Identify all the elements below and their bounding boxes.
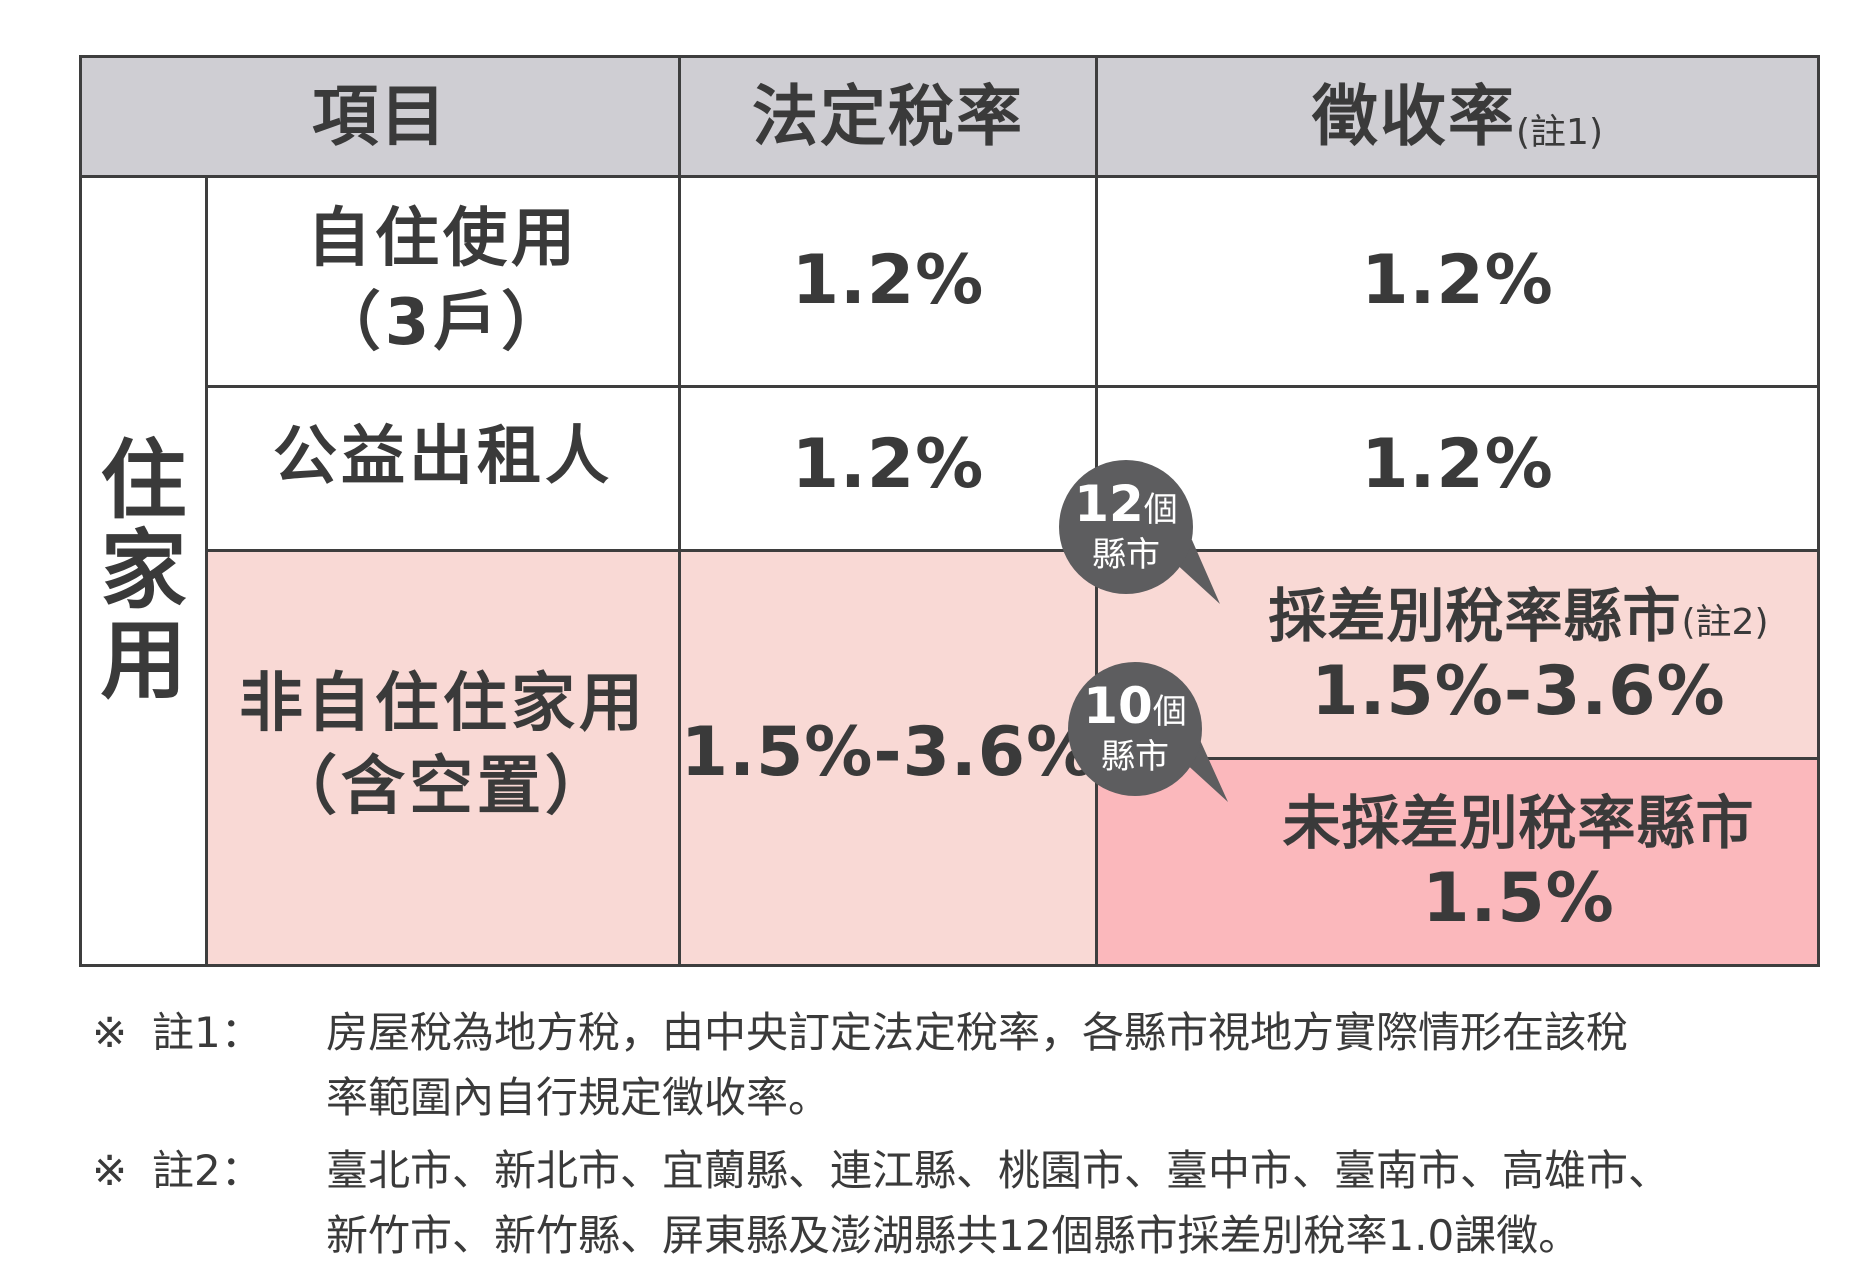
item-label: 非自住住家用 (239, 666, 647, 741)
item-label: 自住使用 (307, 202, 579, 277)
legal-rate-value: 1.5%-3.6% (680, 712, 1096, 792)
footnote-key: 註1： (152, 1008, 263, 1057)
differential-label: 採差別稅率縣市 (1268, 582, 1682, 651)
bubble-caption: 縣市 (1092, 534, 1160, 575)
table-frame (79, 55, 1820, 967)
row-public-landlord-legal: 1.2% (681, 388, 1095, 549)
row-owner-occupied-item: 自住使用 （3戶） (208, 178, 678, 385)
item-label-sub: （含空置） (273, 750, 613, 824)
bubble-count-number: 10 (1083, 676, 1153, 735)
header-row (82, 58, 1817, 177)
footnote-body: 房屋稅為地方稅，由中央訂定法定稅率，各縣市視地方實際情形在該稅 率範圍內自行規定… (326, 1000, 1832, 1130)
footnote-2: ※ 註2： 臺北市、新北市、宜蘭縣、連江縣、桃園市、臺中市、臺南市、高雄市、 新… (92, 1138, 1832, 1268)
footnotes: ※ 註1： 房屋稅為地方稅，由中央訂定法定稅率，各縣市視地方實際情形在該稅 率範… (92, 1000, 1832, 1268)
legal-rate-value: 1.2% (791, 241, 985, 321)
grid-line (206, 549, 1817, 552)
count-bubble-10: 10個 縣市 (1068, 662, 1202, 796)
item-label-sub: （3戶） (316, 285, 570, 360)
non-differential-label: 未採差別稅率縣市 (1282, 789, 1755, 858)
row-non-owner-legal: 1.5%-3.6% (681, 552, 1095, 964)
legal-rate-value: 1.2% (791, 425, 985, 505)
group-label-char: 用 (100, 611, 187, 712)
reference-mark: ※ (92, 1146, 128, 1196)
header-item-label: 項目 (312, 77, 448, 155)
grid-line (678, 58, 681, 965)
collection-rate-value: 1.2% (1361, 241, 1554, 321)
group-label-char: 家 (100, 520, 187, 621)
header-legal-rate: 法定稅率 (681, 58, 1095, 175)
header-item: 項目 (82, 58, 678, 175)
grid-line (205, 177, 208, 965)
header-legal-rate-label: 法定稅率 (752, 77, 1024, 155)
row-public-landlord-collection: 1.2% (1098, 388, 1817, 549)
bubble-caption: 縣市 (1101, 736, 1169, 777)
group-label: 住 家 用 (82, 177, 205, 965)
bubble-count-unit: 個 (1152, 691, 1187, 732)
lower-split-bg (1097, 759, 1817, 964)
collection-rate-value: 1.2% (1361, 425, 1554, 505)
non-differential-rate-cities: 未採差別稅率縣市 1.5% (1220, 759, 1817, 964)
header-collection-rate-label: 徵收率 (1312, 77, 1516, 155)
row-public-landlord-item: 公益出租人 (208, 388, 678, 549)
group-label-char: 住 (100, 430, 187, 531)
non-differential-rate: 1.5% (1422, 858, 1615, 938)
upper-split-bg (1097, 552, 1817, 759)
differential-rate-cities: 採差別稅率縣市 (註2) 1.5%-3.6% (1220, 552, 1817, 757)
item-label: 公益出租人 (273, 419, 613, 494)
footnote-line: 臺北市、新北市、宜蘭縣、連江縣、桃園市、臺中市、臺南市、高雄市、 (326, 1146, 1671, 1196)
footnote-body: 臺北市、新北市、宜蘭縣、連江縣、桃園市、臺中市、臺南市、高雄市、 新竹市、新竹縣… (326, 1138, 1832, 1268)
grid-line (1097, 757, 1817, 760)
differential-note-ref: (註2) (1681, 601, 1769, 643)
header-note-ref: (註1) (1516, 111, 1603, 153)
differential-rate: 1.5%-3.6% (1311, 651, 1726, 731)
bubble-count-unit: 個 (1143, 489, 1178, 530)
grid-line (206, 385, 1817, 388)
row-owner-occupied-legal: 1.2% (681, 178, 1095, 385)
differential-label-wrap: 採差別稅率縣市 (註2) (1268, 579, 1768, 654)
count-bubble-12: 12個 縣市 (1059, 460, 1193, 594)
footnote-key: 註2： (152, 1146, 263, 1196)
reference-mark: ※ (92, 1008, 128, 1057)
bubble-count: 12個 (1074, 479, 1178, 531)
row-non-owner-item: 非自住住家用 （含空置） (208, 552, 678, 964)
grid-line (82, 175, 1817, 178)
footnote-line: 率範圍內自行規定徵收率。 (326, 1073, 831, 1123)
bubble-count: 10個 (1083, 681, 1187, 733)
footnote-line: 新竹市、新竹縣、屏東縣及澎湖縣共12個縣市採差別稅率1.0課徵。 (326, 1211, 1581, 1261)
footnote-1: ※ 註1： 房屋稅為地方稅，由中央訂定法定稅率，各縣市視地方實際情形在該稅 率範… (92, 1000, 1832, 1130)
row-owner-occupied-collection: 1.2% (1098, 178, 1817, 385)
bubble-count-number: 12 (1074, 474, 1144, 533)
footnote-line: 房屋稅為地方稅，由中央訂定法定稅率，各縣市視地方實際情形在該稅 (326, 1008, 1629, 1057)
header-collection-rate: 徵收率 (註1) (1098, 58, 1817, 175)
